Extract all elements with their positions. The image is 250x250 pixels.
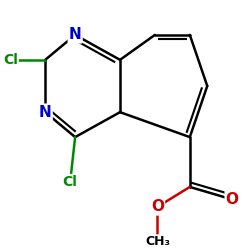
Text: Cl: Cl [63, 175, 78, 189]
Text: N: N [69, 28, 82, 42]
Text: O: O [226, 192, 239, 207]
Text: N: N [39, 105, 52, 120]
Text: Cl: Cl [3, 53, 18, 67]
Text: O: O [151, 200, 164, 214]
Text: CH₃: CH₃ [145, 235, 170, 248]
